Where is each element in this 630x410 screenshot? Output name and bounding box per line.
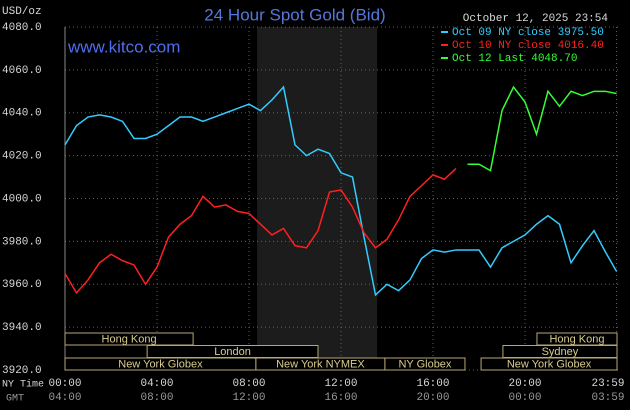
session-label: New York Globex — [118, 358, 203, 370]
x-tick-label: 23:59 — [591, 378, 624, 390]
session-box — [384, 357, 466, 371]
x2-tick-label: 12:00 — [232, 392, 265, 404]
website: www.kitco.com — [67, 37, 180, 56]
session-label: Hong Kong — [102, 333, 157, 345]
y-tick-label: 4060.0 — [2, 65, 42, 77]
x-label: NY Time — [2, 379, 44, 391]
session-box — [64, 332, 194, 346]
y-tick-label: 3920.0 — [2, 365, 42, 377]
y-tick-label: 3960.0 — [2, 279, 42, 291]
x2-label: GMT — [6, 394, 24, 405]
x2-tick-label: 08:00 — [140, 392, 173, 404]
y-label: USD/oz — [2, 6, 42, 18]
series-line — [64, 85, 618, 297]
x-tick-label: 00:00 — [48, 378, 81, 390]
y-tick-label: 3940.0 — [2, 322, 42, 334]
session-label: London — [214, 346, 251, 358]
x-tick-label: 20:00 — [508, 378, 541, 390]
x-tick-label: 04:00 — [140, 378, 173, 390]
x-tick-label: 16:00 — [416, 378, 449, 390]
chart-subtitle: October 12, 2025 23:54 — [463, 13, 609, 25]
session-box — [480, 357, 618, 371]
session-label: NY Globex — [398, 358, 451, 370]
x-tick-label: 08:00 — [232, 378, 265, 390]
legend-label: Oct 10 NY close 4016.40 — [452, 40, 604, 52]
series-line — [64, 167, 457, 295]
legend-label: Oct 09 NY close 3975.50 — [452, 27, 604, 39]
session-label: New York Globex — [507, 358, 592, 370]
x-tick-label: 12:00 — [324, 378, 357, 390]
x2-tick-label: 04:00 — [48, 392, 81, 404]
y-tick-label: 4020.0 — [2, 151, 42, 163]
y-tick-label: 4040.0 — [2, 108, 42, 120]
series-line — [467, 85, 617, 172]
y-tick-label: 4080.0 — [2, 22, 42, 34]
y-tick-label: 4000.0 — [2, 193, 42, 205]
legend-label: Oct 12 Last 4048.70 — [452, 53, 577, 65]
x2-tick-label: 03:59 — [591, 392, 624, 404]
session-label: New York NYMEX — [276, 358, 365, 370]
session-label: Sydney — [542, 346, 579, 358]
x2-tick-label: 16:00 — [324, 392, 357, 404]
x2-tick-label: 00:00 — [508, 392, 541, 404]
chart-title: 24 Hour Spot Gold (Bid) — [204, 5, 385, 24]
session-label: Hong Kong — [549, 333, 604, 345]
y-tick-label: 3980.0 — [2, 236, 42, 248]
x2-tick-label: 20:00 — [416, 392, 449, 404]
